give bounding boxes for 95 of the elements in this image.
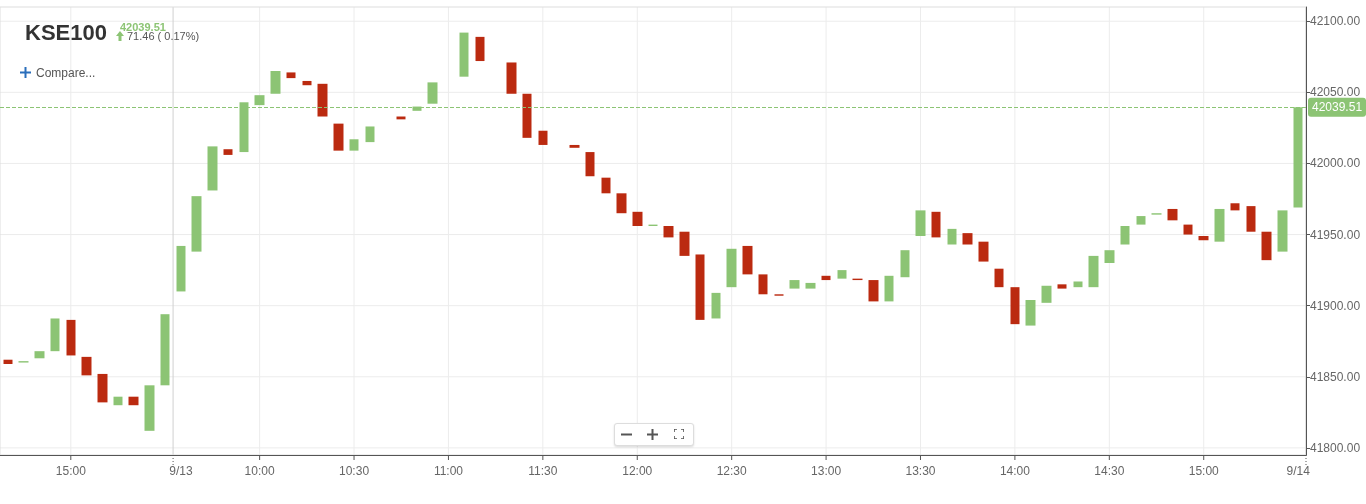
y-tick-label: 42000.00 <box>1310 156 1361 171</box>
y-tick-label: 42050.00 <box>1310 85 1361 100</box>
candlestick <box>900 250 910 278</box>
y-tick-label: 42100.00 <box>1310 14 1361 29</box>
candlestick <box>805 282 816 289</box>
candlestick <box>915 210 926 236</box>
candlestick <box>821 275 831 281</box>
candlestick <box>538 130 548 145</box>
ref-line-label: 42039.51 <box>1312 100 1363 115</box>
candlestick <box>679 231 690 256</box>
candlestick <box>569 144 580 148</box>
x-tick-label: 15:00 <box>1188 464 1220 478</box>
candlestick <box>1010 287 1020 325</box>
candlestick <box>884 275 894 302</box>
candlestick <box>711 292 721 319</box>
x-tick-label: 11:00 <box>433 464 464 478</box>
candlestick <box>254 95 265 106</box>
x-tick-label: 12:30 <box>716 464 748 478</box>
candlestick <box>663 226 674 238</box>
candlestick <box>931 211 941 238</box>
candlestick <box>506 62 517 94</box>
candlestick <box>1246 206 1256 232</box>
candlestick <box>475 36 485 62</box>
candlestick <box>868 280 879 302</box>
candlestick <box>1198 235 1209 241</box>
candlestick <box>349 139 359 151</box>
candlestick <box>427 82 438 104</box>
candlestick <box>191 196 202 252</box>
x-tick-label: 9/13 <box>169 464 193 478</box>
x-tick-label: 10:30 <box>339 464 370 478</box>
candlestick <box>1214 208 1225 242</box>
candlestick <box>3 359 13 364</box>
candlestick <box>695 254 705 320</box>
x-tick-label: 10:00 <box>244 464 275 478</box>
x-tick-label: 9/14 <box>1286 464 1311 478</box>
candlestick <box>97 373 108 403</box>
candlestick <box>270 71 281 94</box>
candlestick <box>1183 224 1193 235</box>
candlestick <box>160 314 170 386</box>
candlestick <box>726 248 737 288</box>
candlestick <box>601 177 611 194</box>
candlestick <box>978 241 989 262</box>
candlestick <box>1088 255 1099 288</box>
candlestick <box>128 396 139 406</box>
y-tick-label: 41850.00 <box>1310 369 1361 384</box>
candlestick <box>50 318 60 352</box>
x-tick-label: 13:30 <box>905 464 936 478</box>
candlestick <box>994 268 1004 288</box>
x-tick-label: 13:00 <box>811 464 842 478</box>
candlestick <box>176 245 186 292</box>
candlestick <box>223 149 233 155</box>
y-tick-label: 41950.00 <box>1310 227 1361 242</box>
candlestick <box>962 233 973 245</box>
candlestick <box>1073 281 1083 288</box>
candlestick <box>459 32 469 77</box>
candlestick <box>1041 285 1052 303</box>
candlestick <box>1136 216 1146 225</box>
candlestick <box>1025 299 1036 326</box>
candlestick <box>81 356 92 376</box>
candlestick <box>522 93 532 138</box>
candlestick <box>302 80 312 86</box>
x-tick-label: 14:00 <box>999 464 1031 478</box>
text: KSE100 <box>25 19 107 45</box>
candlestick <box>333 123 344 151</box>
candlestick <box>1057 284 1067 289</box>
y-tick-label: 41800.00 <box>1310 440 1361 455</box>
candlestick <box>1120 226 1130 245</box>
candlestick <box>66 319 76 356</box>
candlestick <box>616 193 627 214</box>
candlestick <box>113 396 123 406</box>
candlestick <box>34 351 45 359</box>
x-tick-label: 15:00 <box>55 464 87 478</box>
annotation: Compare... <box>36 66 96 80</box>
candlestick <box>207 146 218 191</box>
candlestick <box>789 280 800 289</box>
text: 42039.51 <box>120 20 166 33</box>
candlestick <box>1277 210 1288 252</box>
candlestick <box>1104 250 1115 263</box>
candlestick <box>365 126 375 143</box>
candlestick <box>1167 208 1178 221</box>
candlestick <box>1230 203 1240 211</box>
candlestick <box>947 228 957 245</box>
candlestick <box>837 270 847 279</box>
candlestick <box>742 245 753 275</box>
candlestick <box>632 211 643 227</box>
x-tick-label: 11:30 <box>528 464 558 478</box>
candlestick <box>1261 231 1272 261</box>
candlestick <box>144 385 155 431</box>
candlestick <box>286 72 296 79</box>
candlestick <box>585 152 595 177</box>
y-tick-label: 41900.00 <box>1310 298 1361 313</box>
candlestick <box>317 83 328 117</box>
x-tick-label: 12:00 <box>622 464 653 478</box>
x-tick-label: 14:30 <box>1094 464 1125 478</box>
candlestick <box>758 274 768 295</box>
